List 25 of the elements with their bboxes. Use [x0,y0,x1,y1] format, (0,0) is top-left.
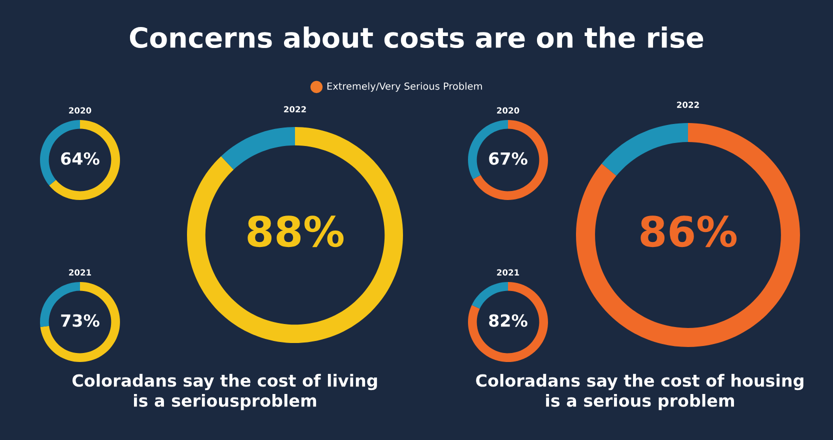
data-label: 88% [248,216,344,248]
donut-slice [602,123,688,176]
text: Coloradans say the cost of living is a seriousproblem [72,374,377,410]
donut-slice [472,282,508,309]
data-label: 73% [61,314,100,327]
donut-slice [187,127,403,343]
text: Concerns about costs are on the rise [130,26,704,48]
chart-title: 2020 [497,107,520,114]
donut-slice [40,282,120,362]
chart-title: 2021 [497,269,520,276]
chart-title: 2021 [69,269,92,276]
chart-title: 2020 [69,107,92,114]
donut-slice [468,282,548,362]
chart-title: 2022 [284,106,306,112]
data-label: 86% [640,216,737,248]
data-label: 64% [61,152,100,165]
donut-slice [221,127,295,170]
donut-slice [49,120,120,200]
data-label: 67% [489,152,528,165]
donut-slice [472,120,548,200]
data-label: 82% [489,314,528,327]
text: Extremely/Very Serious Problem [327,82,482,92]
text: Coloradans say the cost of housing is a serious problem [476,374,804,410]
donut-slice [576,123,800,347]
chart-title: 2022 [677,102,699,108]
